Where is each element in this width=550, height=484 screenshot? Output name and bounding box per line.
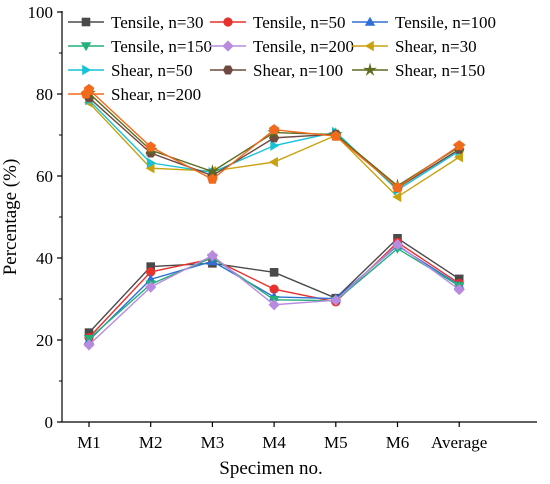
y-ticks: 0 20 40 60 80 100 [28, 3, 62, 432]
legend-marker [222, 65, 234, 75]
data-point [453, 140, 465, 151]
x-tick-label: M1 [77, 433, 101, 452]
x-tick-label: M5 [324, 433, 348, 452]
legend-item: Shear, n=200 [68, 85, 201, 104]
data-point [391, 238, 404, 251]
data-point [206, 249, 219, 262]
data-point [146, 157, 156, 169]
legend-item: Tensile, n=50 [210, 13, 345, 32]
y-tick-label: 80 [36, 85, 53, 104]
legend: Tensile, n=30 Tensile, n=50 Tensile, n=100… [68, 13, 496, 104]
legend-item: Tensile, n=100 [352, 13, 496, 32]
legend-item: Tensile, n=30 [68, 13, 203, 32]
data-point [268, 299, 280, 311]
data-point [454, 151, 464, 163]
legend-label: Shear, n=200 [111, 85, 201, 104]
legend-item: Shear, n=30 [352, 37, 477, 56]
x-ticks: M1 M2 M3 M4 M5 M6 Average [77, 422, 487, 452]
data-point [330, 130, 342, 141]
data-point [392, 181, 403, 192]
legend-marker [80, 42, 92, 52]
legend-marker [80, 88, 92, 99]
data-point [83, 339, 95, 351]
legend-marker [223, 17, 233, 27]
series-6 [83, 97, 464, 203]
legend-item: Shear, n=50 [68, 61, 193, 80]
legend-label: Tensile, n=150 [111, 37, 212, 56]
y-axis-label: Percentage (%) [0, 159, 21, 276]
legend-item: Tensile, n=150 [68, 37, 212, 56]
data-point [269, 268, 279, 277]
data-point [270, 140, 280, 151]
data-point [268, 156, 278, 168]
data-point [145, 141, 157, 152]
legend-label: Tensile, n=50 [253, 13, 345, 32]
data-point [207, 173, 218, 184]
legend-item: Shear, n=150 [352, 61, 485, 80]
legend-label: Tensile, n=200 [253, 37, 354, 56]
x-tick-label: M4 [262, 433, 286, 452]
legend-marker [362, 62, 378, 76]
y-tick-label: 0 [45, 413, 54, 432]
legend-marker [364, 16, 376, 26]
data-point [205, 164, 220, 178]
legend-label: Shear, n=50 [111, 61, 193, 80]
y-tick-label: 100 [28, 3, 54, 22]
legend-marker [364, 40, 374, 52]
legend-marker [222, 40, 234, 52]
legend-label: Shear, n=150 [395, 61, 485, 80]
y-tick-label: 20 [36, 331, 53, 350]
legend-marker [81, 17, 91, 27]
legend-item: Shear, n=100 [210, 61, 343, 80]
x-tick-label: M3 [201, 433, 225, 452]
x-axis-label: Specimen no. [219, 458, 322, 479]
data-point [453, 283, 465, 296]
x-tick-label: M2 [139, 433, 163, 452]
x-tick-label: Average [431, 433, 487, 452]
data-point [330, 294, 342, 306]
data-point [268, 124, 280, 135]
data-point [145, 281, 157, 293]
x-tick-label: M6 [386, 433, 410, 452]
legend-label: Tensile, n=100 [395, 13, 496, 32]
data-point [392, 191, 402, 203]
legend-marker [82, 64, 92, 76]
legend-item: Tensile, n=200 [210, 37, 354, 56]
legend-label: Shear, n=30 [395, 37, 477, 56]
legend-label: Shear, n=100 [253, 61, 343, 80]
series-layer [81, 83, 467, 351]
y-tick-label: 40 [36, 249, 53, 268]
y-tick-label: 60 [36, 167, 53, 186]
legend-label: Tensile, n=30 [111, 13, 203, 32]
series-5 [83, 238, 465, 351]
